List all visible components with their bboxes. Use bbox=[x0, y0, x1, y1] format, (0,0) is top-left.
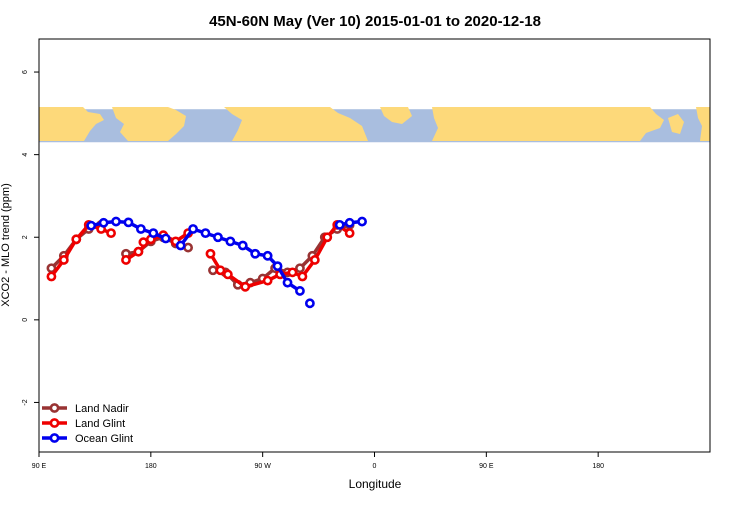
data-point bbox=[272, 261, 283, 272]
x-tick-label: 0 bbox=[373, 463, 377, 470]
series-line bbox=[50, 223, 102, 270]
legend-marker bbox=[49, 418, 60, 428]
data-point bbox=[133, 246, 144, 257]
map-landmass-pacific-coast bbox=[112, 107, 186, 141]
data-point bbox=[106, 228, 116, 239]
data-point bbox=[46, 271, 57, 282]
data-point bbox=[297, 271, 308, 282]
data-point bbox=[344, 228, 355, 239]
data-point bbox=[175, 240, 186, 251]
data-point bbox=[287, 267, 298, 278]
y-tick-label: 2 bbox=[22, 235, 29, 239]
data-point bbox=[250, 248, 261, 259]
y-tick-label: -2 bbox=[22, 399, 29, 405]
data-point bbox=[309, 255, 320, 265]
x-tick-label: 90 E bbox=[32, 463, 47, 470]
data-point bbox=[295, 286, 305, 296]
x-tick-label: 180 bbox=[145, 463, 157, 470]
legend-label: Land Glint bbox=[75, 418, 125, 430]
map-landmass-east bbox=[696, 107, 710, 141]
map-strip bbox=[39, 107, 710, 143]
data-point bbox=[225, 236, 236, 247]
y-tick-label: 0 bbox=[22, 318, 29, 322]
map-landmass-north-america bbox=[224, 107, 368, 141]
map-landmass-asia bbox=[39, 107, 104, 141]
legend-label: Land Nadir bbox=[75, 403, 129, 415]
data-point bbox=[121, 255, 131, 265]
map-landmass-greenland bbox=[380, 107, 412, 124]
data-point bbox=[58, 255, 69, 265]
data-point bbox=[215, 265, 226, 276]
data-point bbox=[213, 232, 223, 243]
legend: Land Nadir Land Glint Ocean Glint bbox=[42, 403, 133, 445]
y-tick-label: 4 bbox=[22, 153, 29, 157]
legend-marker bbox=[49, 403, 60, 413]
x-tick-label: 180 bbox=[592, 463, 604, 470]
map-landmass-eurasia bbox=[432, 107, 664, 141]
data-point bbox=[111, 216, 121, 227]
data-point bbox=[334, 219, 345, 230]
map-strip-land bbox=[39, 107, 710, 141]
data-point bbox=[188, 224, 198, 234]
legend-marker bbox=[49, 433, 60, 443]
data-point bbox=[262, 275, 273, 286]
series-land-glint bbox=[46, 219, 355, 292]
data-point bbox=[344, 217, 355, 228]
data-point bbox=[304, 298, 315, 309]
x-axis: 90 E 180 90 W 0 90 E 180 bbox=[32, 452, 604, 470]
plot-frame bbox=[38, 38, 711, 453]
data-point bbox=[222, 269, 233, 280]
data-point bbox=[240, 281, 251, 292]
data-point bbox=[208, 265, 218, 276]
data-point bbox=[71, 234, 82, 245]
data-point bbox=[123, 217, 134, 228]
map-landmass-kamchatka bbox=[668, 114, 684, 134]
data-point bbox=[205, 248, 216, 259]
data-point bbox=[322, 232, 333, 243]
data-point bbox=[282, 277, 293, 288]
x-axis-label: Longitude bbox=[349, 477, 402, 491]
series-ocean-glint bbox=[86, 216, 367, 309]
data-point bbox=[135, 224, 146, 234]
data-point bbox=[295, 263, 305, 274]
data-point bbox=[86, 220, 97, 231]
data-point bbox=[148, 228, 159, 239]
data-point bbox=[262, 250, 273, 261]
y-axis-label: XCO2 - MLO trend (ppm) bbox=[0, 183, 12, 306]
data-point bbox=[138, 237, 149, 248]
data-point bbox=[200, 228, 211, 239]
series-layer bbox=[46, 216, 367, 309]
legend-label: Ocean Glint bbox=[75, 433, 133, 445]
data-point bbox=[237, 240, 248, 251]
data-point bbox=[357, 216, 367, 227]
data-point bbox=[160, 233, 171, 244]
x-tick-label: 90 W bbox=[254, 463, 271, 470]
data-point bbox=[183, 242, 194, 253]
chart-title: 45N-60N May (Ver 10) 2015-01-01 to 2020-… bbox=[209, 13, 541, 30]
y-axis: -2 0 2 4 6 bbox=[22, 70, 39, 406]
y-tick-label: 6 bbox=[22, 70, 29, 74]
x-tick-label: 90 E bbox=[479, 463, 494, 470]
data-point bbox=[98, 217, 109, 228]
